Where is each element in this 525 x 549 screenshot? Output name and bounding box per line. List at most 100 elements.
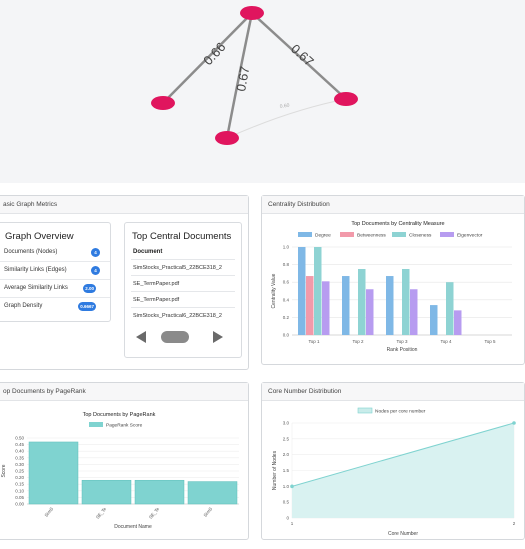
y-tick-label: 0.45 xyxy=(15,442,24,447)
pagerank-bar xyxy=(187,481,238,505)
centrality-chart: Top Documents by Centrality Measure Degre… xyxy=(271,221,512,353)
bar-eigenvector xyxy=(322,281,330,335)
x-tick-label: 2 xyxy=(513,521,516,526)
y-tick-label: 0.50 xyxy=(15,436,24,441)
x-tick-label: Top 1 xyxy=(308,339,320,344)
network-graph[interactable]: 0.66 0.67 0.67 0.60 xyxy=(0,0,525,183)
data-point xyxy=(290,484,294,489)
data-point xyxy=(512,421,516,425)
bar-closeness xyxy=(446,282,454,335)
central-documents-card: Top Central Documents Document SimStocks… xyxy=(124,222,242,358)
legend-label: Degree xyxy=(315,233,331,239)
pagerank-bar xyxy=(28,441,79,505)
y-tick-label: 3.0 xyxy=(283,421,290,426)
metric-badge: 4 xyxy=(91,266,100,275)
graph-edge xyxy=(251,12,347,100)
core-number-header: Core Number Distribution xyxy=(262,383,524,401)
legend-swatch xyxy=(340,232,354,237)
y-tick-label: 0 xyxy=(286,516,289,521)
legend-label: Nodes per core number xyxy=(375,409,426,415)
legend-swatch xyxy=(440,232,454,237)
metric-label: Average Similarity Links xyxy=(4,285,68,291)
y-tick-label: 0.2 xyxy=(283,315,290,320)
scroll-left-icon[interactable] xyxy=(136,331,146,343)
metric-badge: 0.6667 xyxy=(78,302,96,311)
chart-title: Top Documents by PageRank xyxy=(83,412,156,418)
y-tick-label: 2.0 xyxy=(283,452,290,457)
basic-metrics-panel: asic Graph Metrics Graph Overview Docume… xyxy=(0,195,249,370)
document-row[interactable]: SimStocks_Practical5_22BCE318_2 xyxy=(131,259,235,275)
x-tick-label: SimS xyxy=(44,506,55,517)
legend-swatch xyxy=(357,407,373,414)
edge-label: 0.67 xyxy=(288,41,317,69)
graph-edge xyxy=(162,12,253,104)
legend-label: Betweenness xyxy=(357,233,386,239)
y-tick-label: 2.5 xyxy=(283,436,290,441)
x-tick-label: SE_Te xyxy=(148,506,161,520)
metric-row-average: Average Similarity Links 2.00 xyxy=(0,280,110,298)
y-tick-label: 0.6 xyxy=(283,280,290,285)
graph-edge xyxy=(226,98,347,139)
graph-node[interactable] xyxy=(151,96,175,110)
y-tick-label: 0.15 xyxy=(15,482,24,487)
scroll-right-icon[interactable] xyxy=(213,331,223,343)
document-row[interactable]: SimStocks_Practical6_22BCE318_2 xyxy=(131,307,235,323)
pagerank-bar xyxy=(134,479,185,505)
legend-label: PageRank Score xyxy=(106,423,143,429)
metric-badge: 4 xyxy=(91,248,100,257)
chart-title: Top Documents by Centrality Measure xyxy=(351,221,444,227)
horizontal-scrollbar[interactable] xyxy=(133,329,235,345)
pagerank-panel: op Documents by PageRank Top Documents b… xyxy=(0,382,249,540)
graph-node[interactable] xyxy=(240,6,264,20)
metric-row-edges: Similarity Links (Edges) 4 xyxy=(0,262,110,280)
legend-swatch xyxy=(89,422,103,427)
area-line xyxy=(291,422,515,487)
metric-label: Graph Density xyxy=(4,303,43,309)
graph-node[interactable] xyxy=(215,131,239,145)
y-tick-label: 0.00 xyxy=(15,502,24,507)
bar-degree xyxy=(386,276,394,335)
metric-label: Documents (Nodes) xyxy=(4,249,58,255)
y-tick-label: 0.0 xyxy=(283,333,290,338)
bar-degree xyxy=(342,276,350,335)
y-tick-label: 0.25 xyxy=(15,469,24,474)
document-row[interactable]: SE_TermPaper.pdf xyxy=(131,291,235,307)
centrality-panel: Centrality Distribution Top Documents by… xyxy=(261,195,525,365)
x-axis-label: Document Name xyxy=(114,524,152,530)
document-row[interactable]: SE_TermPaper.pdf xyxy=(131,275,235,291)
x-tick-label: Top 3 xyxy=(396,339,408,344)
bar-closeness xyxy=(358,269,366,335)
area-fill xyxy=(292,423,514,518)
y-tick-label: 1.0 xyxy=(283,245,290,250)
scrollbar-thumb[interactable] xyxy=(161,331,189,343)
y-axis-label: Number of Nodes xyxy=(272,450,278,490)
bar-eigenvector xyxy=(366,289,374,335)
bar-betweenness xyxy=(306,276,314,335)
graph-node[interactable] xyxy=(334,92,358,106)
metric-row-density: Graph Density 0.6667 xyxy=(0,298,110,316)
graph-overview-card: Graph Overview Documents (Nodes) 4 Simil… xyxy=(0,222,111,322)
legend-swatch xyxy=(298,232,312,237)
pagerank-header: op Documents by PageRank xyxy=(0,383,248,401)
graph-edge xyxy=(225,12,254,139)
network-graph-canvas[interactable]: 0.66 0.67 0.67 0.60 xyxy=(0,0,525,183)
edge-label: 0.67 xyxy=(233,65,252,93)
legend-label: Eigenvector xyxy=(457,233,483,239)
y-tick-label: 0.5 xyxy=(283,500,290,505)
y-tick-label: 1.0 xyxy=(283,484,290,489)
edge-label: 0.60 xyxy=(279,103,290,110)
y-tick-label: 0.8 xyxy=(283,262,290,267)
y-axis-label: Score xyxy=(1,464,7,477)
y-tick-label: 0.20 xyxy=(15,475,24,480)
core-number-chart: Nodes per core number 0 0.5 1.0 1.5 2.0 2.5 3.0… xyxy=(272,407,516,537)
bar-closeness xyxy=(314,247,322,335)
y-tick-label: 0.10 xyxy=(15,488,24,493)
x-axis-label: Rank Position xyxy=(387,347,418,353)
metric-row-nodes: Documents (Nodes) 4 xyxy=(0,244,110,262)
bar-eigenvector xyxy=(454,310,462,335)
edge-label: 0.66 xyxy=(200,39,228,68)
legend-label: Closeness xyxy=(409,233,432,239)
y-tick-label: 1.5 xyxy=(283,468,290,473)
y-tick-label: 0.4 xyxy=(283,297,290,302)
y-tick-label: 0.30 xyxy=(15,462,24,467)
